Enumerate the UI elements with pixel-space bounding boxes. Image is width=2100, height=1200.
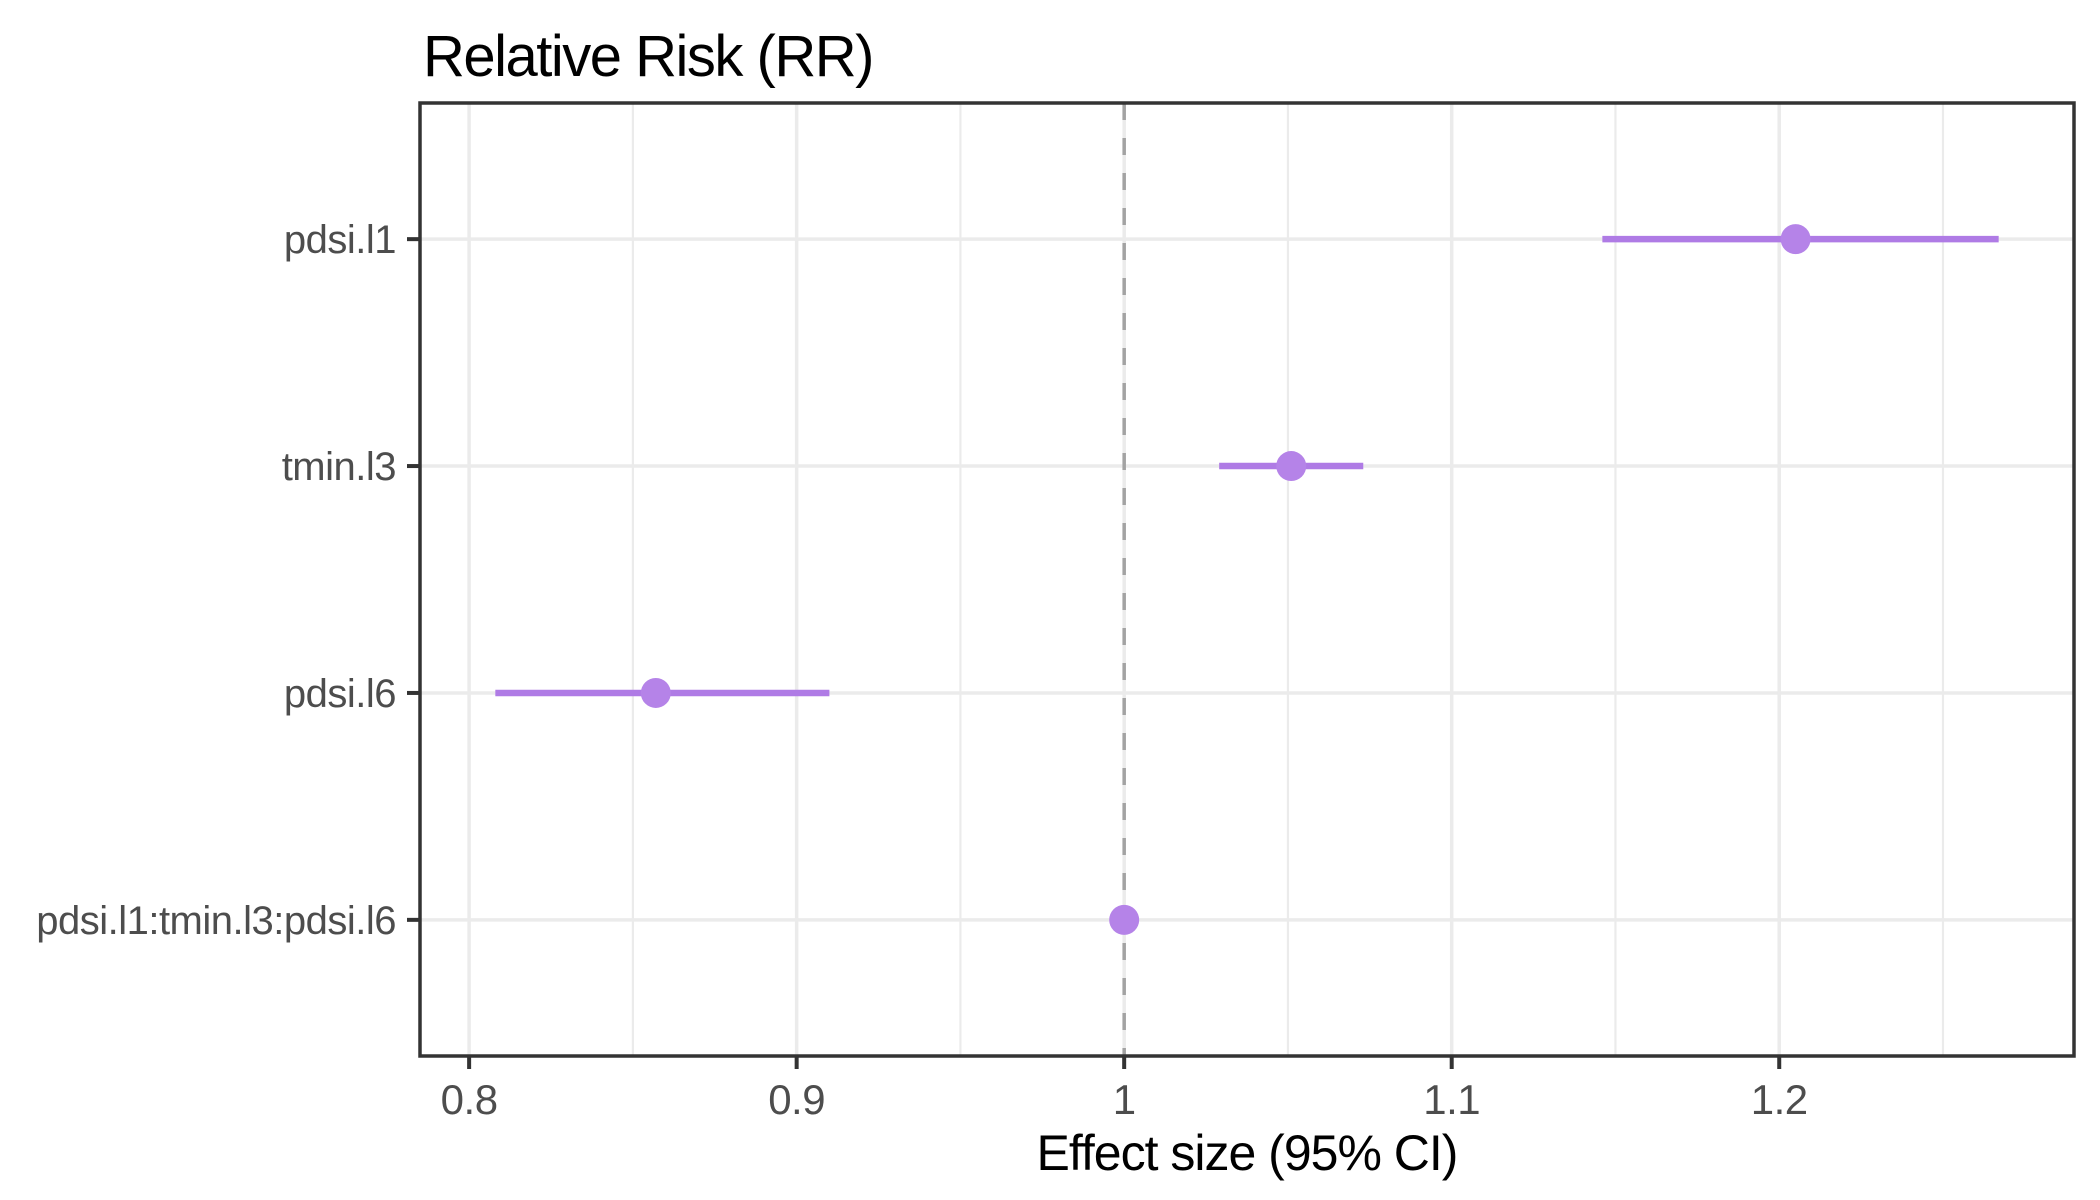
x-tick-label: 1.2 bbox=[1751, 1076, 1808, 1123]
plot-panel: 0.8 0.9 1 1.1 1.2 pdsi.l1 tmin.l3 pdsi.l6 pdsi.l… bbox=[36, 101, 2076, 1123]
x-tick-label: 0.9 bbox=[768, 1076, 825, 1123]
y-tick-label: pdsi.l6 bbox=[284, 672, 396, 716]
estimate-point bbox=[640, 677, 671, 708]
x-tick-label: 1 bbox=[1113, 1076, 1136, 1123]
x-tick-label: 1.1 bbox=[1423, 1076, 1480, 1123]
y-tick-label: pdsi.l1 bbox=[284, 218, 396, 262]
estimate-point bbox=[1276, 451, 1307, 482]
y-tick-label: tmin.l3 bbox=[282, 445, 396, 489]
estimate-point bbox=[1109, 904, 1140, 935]
x-tick-label: 0.8 bbox=[441, 1076, 498, 1123]
x-axis-title: Effect size (95% CI) bbox=[1037, 1125, 1458, 1181]
y-tick-label: pdsi.l1:tmin.l3:pdsi.l6 bbox=[36, 899, 396, 943]
estimate-point bbox=[1780, 224, 1811, 255]
panel-background bbox=[420, 103, 2074, 1056]
panel-border bbox=[418, 101, 2076, 1058]
chart-title: Relative Risk (RR) bbox=[423, 24, 873, 89]
